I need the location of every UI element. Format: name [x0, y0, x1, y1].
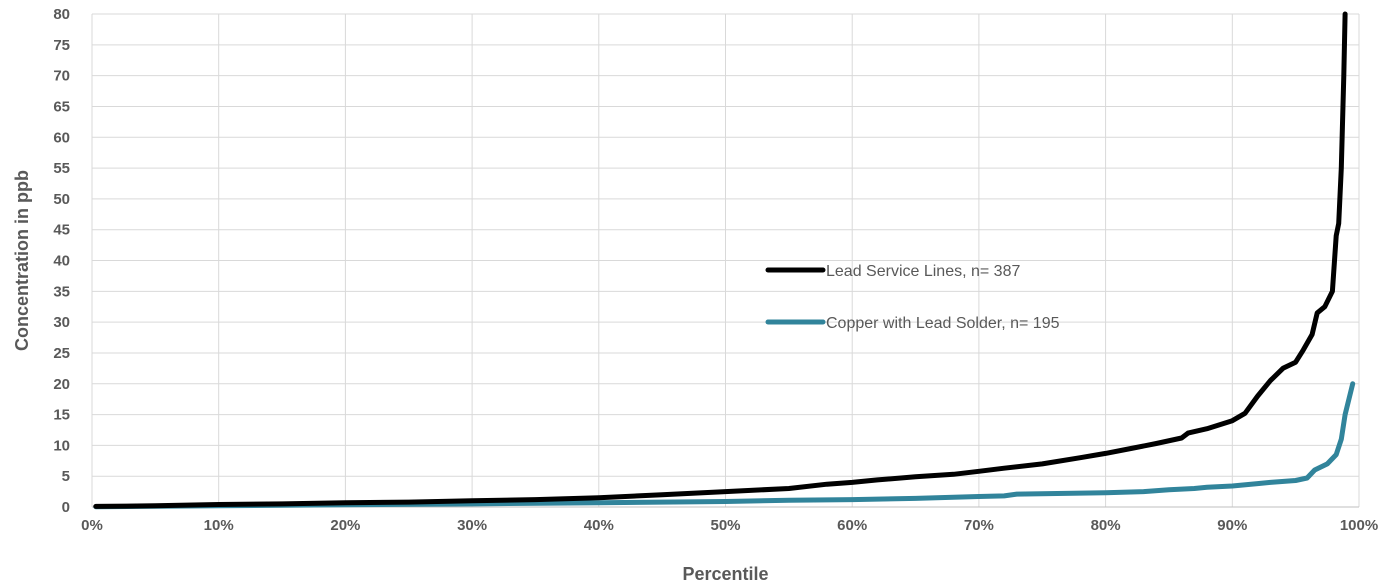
x-tick-label: 0% [81, 517, 103, 534]
legend-label: Copper with Lead Solder, n= 195 [826, 315, 1060, 332]
x-tick-label: 40% [584, 517, 614, 534]
y-tick-label: 65 [53, 98, 70, 115]
y-tick-label: 0 [62, 499, 70, 516]
legend: Lead Service Lines, n= 387 Copper with Le… [765, 263, 1060, 332]
copper-lead-solder-series [93, 381, 1356, 510]
grid-lines [91, 13, 1360, 508]
y-tick-label: 25 [53, 345, 70, 362]
y-tick-label: 20 [53, 376, 70, 393]
x-tick-label: 50% [710, 517, 740, 534]
x-tick-label: 30% [457, 517, 487, 534]
x-tick-label: 60% [837, 517, 867, 534]
legend-label: Lead Service Lines, n= 387 [826, 263, 1020, 280]
y-tick-label: 40 [53, 253, 70, 270]
x-tick-label: 70% [964, 517, 994, 534]
y-tick-label: 80 [53, 6, 70, 23]
y-tick-label: 15 [53, 407, 70, 424]
x-tick-label: 10% [204, 517, 234, 534]
x-axis-title: Percentile [682, 564, 768, 584]
lead-service-lines-series [93, 11, 1348, 509]
y-tick-label: 75 [53, 37, 70, 54]
y-tick-label: 60 [53, 129, 70, 146]
x-tick-label: 100% [1340, 517, 1378, 534]
y-tick-label: 50 [53, 191, 70, 208]
y-tick-label: 55 [53, 160, 70, 177]
tick-labels: 0 5 10 15 20 25 30 35 40 45 50 55 60 65 70 75 80 0% 10% 20%… [53, 6, 1378, 534]
y-axis-title: Concentration in ppb [12, 170, 32, 351]
y-tick-label: 70 [53, 68, 70, 85]
x-tick-label: 20% [330, 517, 360, 534]
x-tick-label: 90% [1217, 517, 1247, 534]
y-tick-label: 5 [62, 468, 70, 485]
y-tick-label: 35 [53, 283, 70, 300]
y-tick-label: 45 [53, 222, 70, 239]
data-series [93, 11, 1356, 510]
y-tick-label: 30 [53, 314, 70, 331]
y-tick-label: 10 [53, 437, 70, 454]
x-tick-label: 80% [1091, 517, 1121, 534]
